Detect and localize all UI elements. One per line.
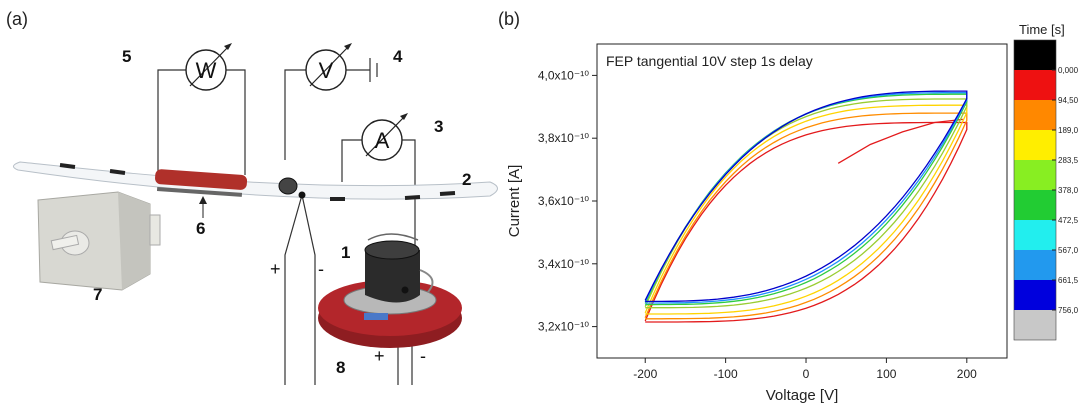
colorbar-label: 0,000 <box>1058 66 1079 75</box>
y-axis-label: Current [A] <box>506 165 523 238</box>
colorbar-label: 756,0 <box>1058 306 1079 315</box>
label-4: 4 <box>393 47 403 66</box>
ring-electrode <box>278 177 298 195</box>
x-tick-label: 200 <box>957 367 977 381</box>
ammeter: A <box>361 113 408 161</box>
plus-sign-1: + <box>270 259 281 279</box>
colorbar-title: Time [s] <box>1019 22 1065 37</box>
colorbar-label: 189,0 <box>1058 126 1079 135</box>
colorbar-swatch <box>1014 100 1056 130</box>
minus-sign-1: - <box>318 259 324 279</box>
chart-title: FEP tangential 10V step 1s delay <box>606 53 813 69</box>
label-7: 7 <box>93 285 102 304</box>
panel-a-label: (a) <box>6 9 28 29</box>
series-loop-6 <box>644 90 968 303</box>
stepper-motor <box>37 191 161 291</box>
colorbar-swatch <box>1014 250 1056 280</box>
y-tick-label: 3,2x10⁻¹⁰ <box>538 320 589 334</box>
label-3: 3 <box>434 117 443 136</box>
colorbar-swatch <box>1014 190 1056 220</box>
voltmeter: V <box>305 43 352 91</box>
panel-b-label: (b) <box>498 9 520 29</box>
colorbar-swatch <box>1014 160 1056 190</box>
heater-sleeve <box>155 169 248 197</box>
series-loop-0 <box>644 121 968 323</box>
voltmeter-label: V <box>319 58 334 83</box>
wattmeter-label: W <box>196 58 217 83</box>
plot-frame <box>596 43 1008 359</box>
colorbar-swatch <box>1014 310 1056 340</box>
label-2: 2 <box>462 170 471 189</box>
hot-plate <box>318 233 462 348</box>
y-tick-label: 3,6x10⁻¹⁰ <box>538 194 589 208</box>
colorbar-swatch <box>1014 70 1056 100</box>
y-tick-label: 3,4x10⁻¹⁰ <box>538 257 589 271</box>
y-tick-label: 4,0x10⁻¹⁰ <box>538 68 589 82</box>
series-layer <box>644 90 968 323</box>
glass-tube <box>13 161 498 201</box>
series-loop-1 <box>644 112 968 320</box>
colorbar-label: 283,5 <box>1058 156 1079 165</box>
label-6: 6 <box>196 219 205 238</box>
colorbar-label: 94,50 <box>1058 96 1079 105</box>
minus-sign-2: - <box>420 346 426 366</box>
colorbar: 0,000 94,50 189,0 283,5 378,0 472,5 567,0 661,5… <box>1013 39 1079 341</box>
colorbar-swatch <box>1014 220 1056 250</box>
colorbar-label: 472,5 <box>1058 216 1079 225</box>
y-axis: 3,2x10⁻¹⁰ 3,4x10⁻¹⁰ 3,6x10⁻¹⁰ 3,8x10⁻¹⁰ 4,0x… <box>538 68 597 334</box>
series-start-0 <box>837 118 963 164</box>
colorbar-label: 661,5 <box>1058 276 1079 285</box>
wattmeter: W <box>185 43 232 91</box>
x-tick-label: 100 <box>876 367 896 381</box>
colorbar-swatch <box>1014 280 1056 310</box>
colorbar-label: 378,0 <box>1058 186 1079 195</box>
chart-panel: (b) FEP tangential 10V step 1s delay -20… <box>498 9 1079 403</box>
ammeter-label: A <box>375 128 390 153</box>
x-tick-label: -100 <box>714 367 738 381</box>
colorbar-label: 567,0 <box>1058 246 1079 255</box>
x-tick-label: -200 <box>633 367 657 381</box>
label-5: 5 <box>122 47 131 66</box>
x-axis: -200 -100 0 100 200 <box>633 358 977 381</box>
label-8: 8 <box>336 358 345 377</box>
x-axis-label: Voltage [V] <box>766 387 839 403</box>
contact-point <box>298 191 306 199</box>
apparatus-panel: (a) W V <box>6 9 498 385</box>
colorbar-frame <box>1013 39 1057 341</box>
colorbar-swatch <box>1014 40 1056 70</box>
colorbar-swatch <box>1014 130 1056 160</box>
label-1: 1 <box>341 243 350 262</box>
series-loop-2 <box>644 104 968 315</box>
plus-sign-2: + <box>374 346 385 366</box>
x-tick-label: 0 <box>803 367 810 381</box>
y-tick-label: 3,8x10⁻¹⁰ <box>538 131 589 145</box>
